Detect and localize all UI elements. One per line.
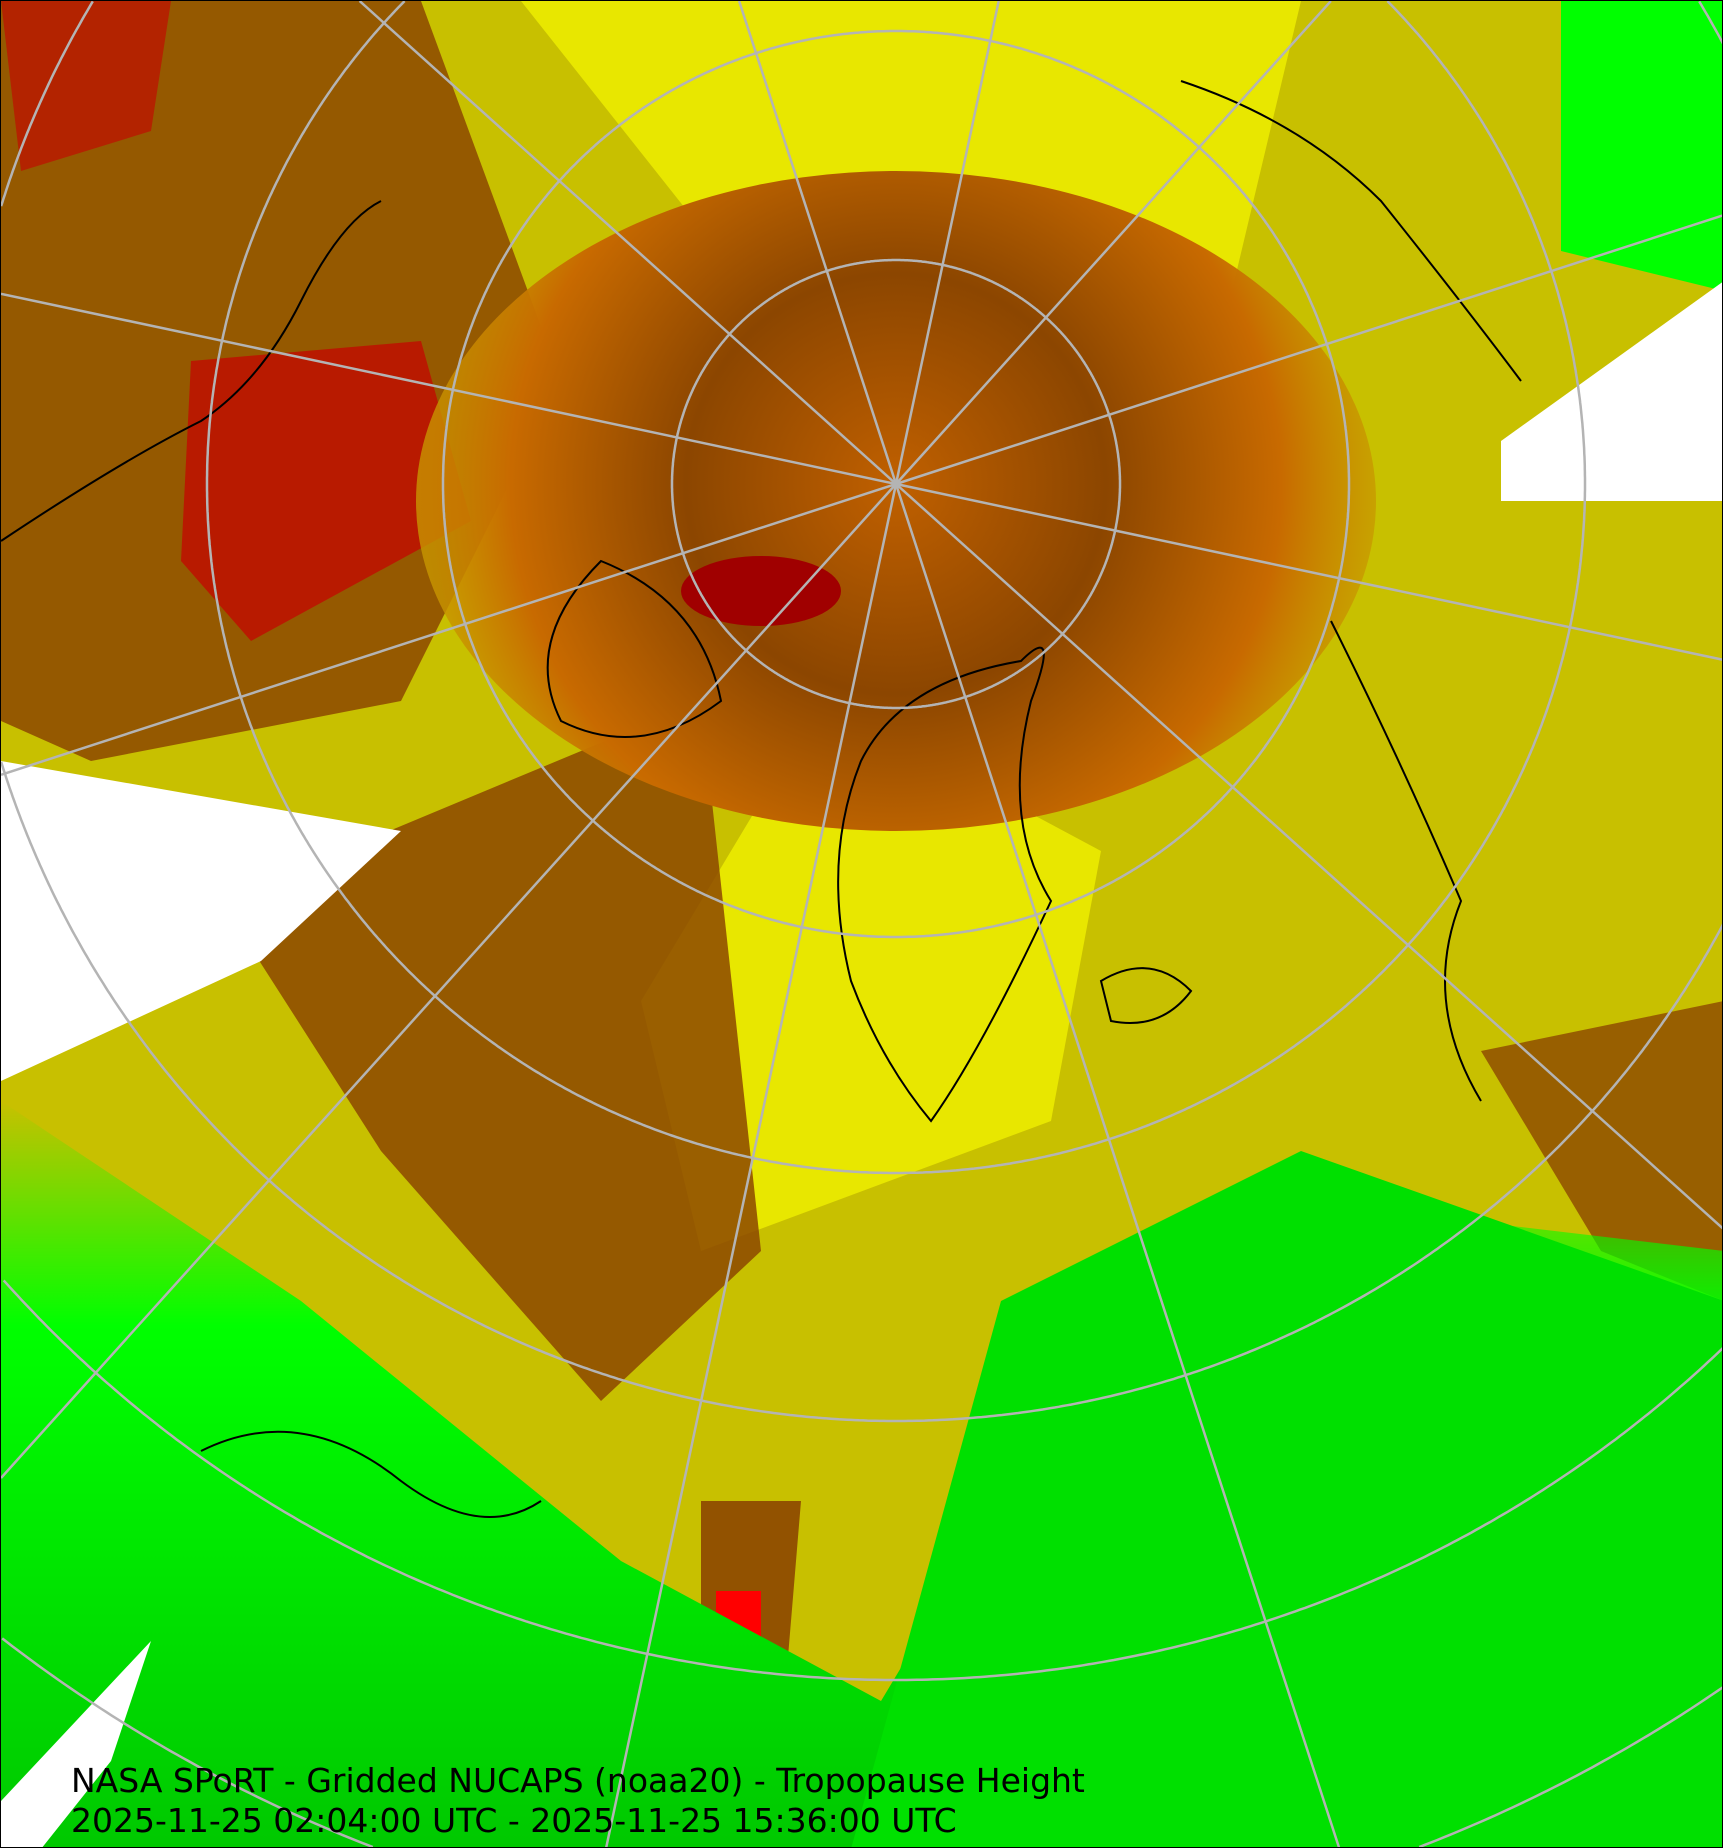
meridian-line (895, 483, 1722, 1230)
field-brown-canada (221, 701, 761, 1401)
field-red-alaska (181, 341, 471, 641)
map-time-range: 2025-11-25 02:04:00 UTC - 2025-11-25 15:… (71, 1801, 957, 1840)
field-yellow-greenland (641, 701, 1101, 1251)
meridian-line (1, 292, 897, 486)
field-darkred-pole (681, 556, 841, 626)
field-green-atlantic (851, 1151, 1722, 1847)
meridian-line (1, 482, 897, 776)
meridian-line (895, 482, 1722, 661)
latitude-circle (1, 1637, 1722, 1847)
no-data-west (1, 761, 401, 1081)
field-brown-europe (1481, 1001, 1722, 1301)
coastline-alaska (1, 200, 382, 542)
coastline-arctic-islands (546, 559, 723, 738)
no-data-southwest (1, 1641, 151, 1847)
coastline-north-america (200, 1430, 542, 1518)
meridian-line (605, 483, 898, 1847)
meridian-line (1, 483, 897, 1479)
meridian-line (358, 1, 897, 485)
coastlines (1, 80, 1522, 1518)
meridian-line (895, 1, 1332, 485)
coastline-iceland (1099, 967, 1193, 1024)
coastline-scandinavia (1330, 620, 1482, 1102)
meridian-line (737, 1, 898, 485)
latitude-circle (1, 1, 1722, 1423)
coastline-greenland (837, 646, 1053, 1123)
meridian-line (895, 214, 1722, 486)
latitude-circle (670, 258, 1122, 710)
meridian-line (894, 483, 1341, 1847)
field-polar-core (416, 171, 1376, 831)
field-red-northwest (1, 1, 171, 171)
field-green-northeast (1561, 1, 1722, 291)
coastline-siberia (1180, 80, 1522, 382)
no-data-east (1501, 282, 1722, 501)
map-title: NASA SPoRT - Gridded NUCAPS (noaa20) - T… (71, 1761, 1085, 1800)
latitude-circle (205, 1, 1587, 1175)
meridian-line (894, 1, 1000, 485)
latitude-circle (2, 1279, 1722, 1682)
latitude-circle (441, 29, 1351, 939)
